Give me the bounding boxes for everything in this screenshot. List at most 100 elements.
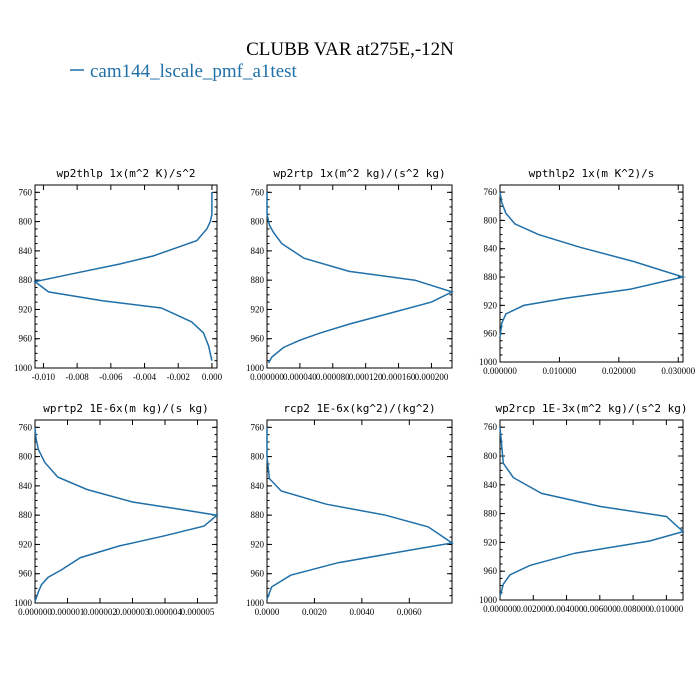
figure-title: CLUBB VAR at275E,-12N [246, 39, 454, 60]
y-tick-label: 880 [251, 275, 265, 285]
plot-frame [34, 184, 218, 369]
x-tick-label: 0.0020 [302, 607, 327, 617]
y-tick-label: 800 [251, 452, 265, 462]
x-tick-label: 0.0060 [397, 607, 422, 617]
x-tick-label: 0.000000 [483, 366, 517, 376]
y-tick-label: 1000 [14, 363, 33, 373]
plot-frame [266, 419, 453, 604]
x-tick-label: 0.000000 [483, 604, 517, 614]
y-tick-label: 840 [251, 246, 265, 256]
x-tick-label: 0.000 [202, 372, 223, 382]
x-tick-label: -0.004 [133, 372, 157, 382]
y-tick-label: 1000 [246, 363, 265, 373]
panel-title: wprtp2 1E-6x(m kg)/(s kg) [43, 402, 209, 415]
y-tick-label: 920 [19, 304, 33, 314]
y-tick-label: 760 [484, 187, 498, 197]
y-tick-label: 840 [19, 481, 33, 491]
x-tick-label: 0.000040 [283, 372, 317, 382]
x-tick-label: 0.020000 [602, 366, 636, 376]
y-tick-label: 1000 [479, 595, 498, 605]
x-tick-label: 0.000000 [18, 607, 52, 617]
y-tick-label: 760 [251, 187, 265, 197]
x-tick-label: 0.004000 [550, 604, 584, 614]
chart-panel-1: wp2thlp 1x(m^2 K)/s^2 760 800 840 880 920 960 1… [14, 167, 223, 382]
x-tick-label: 0.008000 [616, 604, 650, 614]
y-tick-label: 920 [484, 300, 498, 310]
y-tick-label: 840 [484, 244, 498, 254]
panel-title: wp2rcp 1E-3x(m^2 kg)/(s^2 kg) [495, 402, 687, 415]
panel-title: wp2rtp 1x(m^2 kg)/(s^2 kg) [273, 167, 445, 180]
y-tick-label: 1000 [246, 598, 265, 608]
x-tick-label: 0.000001 [51, 607, 85, 617]
series-line-1 [33, 192, 213, 361]
y-tick-label: 760 [19, 422, 33, 432]
panel-title: wp2thlp 1x(m^2 K)/s^2 [56, 167, 195, 180]
y-tick-label: 880 [19, 275, 33, 285]
y-tick-label: 800 [484, 451, 498, 461]
x-tick-label: 0.000005 [181, 607, 215, 617]
y-tick-label: 920 [251, 304, 265, 314]
y-tick-label: 880 [19, 510, 33, 520]
panel-title: wpthlp2 1x(m K^2)/s [529, 167, 655, 180]
y-tick-label: 960 [19, 334, 33, 344]
chart-panel-3: wpthlp2 1x(m K^2)/s 760 800 840 880 920 960 100… [479, 167, 696, 376]
x-tick-label: 0.000002 [83, 607, 117, 617]
x-tick-label: -0.006 [99, 372, 123, 382]
y-tick-label: 920 [484, 537, 498, 547]
x-tick-label: 0.000080 [316, 372, 350, 382]
y-tick-label: 880 [251, 510, 265, 520]
y-tick-label: 960 [19, 569, 33, 579]
x-tick-label: 0.010000 [543, 366, 577, 376]
y-tick-label: 1000 [14, 598, 33, 608]
chart-panel-6: wp2rcp 1E-3x(m^2 kg)/(s^2 kg) 760 800 840 88… [479, 402, 688, 614]
y-tick-label: 760 [484, 422, 498, 432]
y-tick-label: 960 [484, 329, 498, 339]
panel-title: rcp2 1E-6x(kg^2)/(kg^2) [283, 402, 435, 415]
y-tick-label: 760 [251, 422, 265, 432]
x-tick-label: -0.010 [32, 372, 56, 382]
x-tick-label: 0.010000 [649, 604, 683, 614]
series-line-1 [499, 191, 686, 338]
x-tick-label: 0.000160 [382, 372, 416, 382]
y-tick-label: 800 [19, 217, 33, 227]
x-tick-label: 0.000120 [349, 372, 383, 382]
x-tick-label: 0.002000 [516, 604, 550, 614]
x-tick-label: 0.000200 [415, 372, 449, 382]
y-tick-label: 800 [251, 217, 265, 227]
x-tick-label: 0.0040 [349, 607, 374, 617]
chart-panel-4: wprtp2 1E-6x(m kg)/(s kg) 760 800 840 880 920… [14, 402, 219, 617]
y-tick-label: 840 [19, 246, 33, 256]
plot-frame [266, 184, 453, 369]
y-tick-label: 960 [251, 334, 265, 344]
y-tick-label: 880 [484, 509, 498, 519]
series-line-1 [499, 427, 685, 597]
y-tick-label: 960 [251, 569, 265, 579]
y-tick-label: 800 [19, 452, 33, 462]
chart-panels: wp2thlp 1x(m^2 K)/s^2 760 800 840 880 920 960 1… [14, 167, 696, 617]
y-tick-label: 800 [484, 215, 498, 225]
x-tick-label: 0.000000 [250, 372, 284, 382]
y-tick-label: 840 [484, 480, 498, 490]
series-line-1 [266, 192, 455, 364]
x-tick-label: 0.0000 [255, 607, 280, 617]
chart-panel-5: rcp2 1E-6x(kg^2)/(kg^2) 760 800 840 880 920 96… [246, 402, 454, 617]
y-tick-label: 840 [251, 481, 265, 491]
y-tick-label: 960 [484, 566, 498, 576]
plot-frame [34, 419, 218, 604]
y-tick-label: 760 [19, 187, 33, 197]
x-tick-label: -0.002 [167, 372, 190, 382]
y-tick-label: 1000 [479, 357, 498, 367]
chart-panel-2: wp2rtp 1x(m^2 kg)/(s^2 kg) 760 800 840 880 92… [246, 167, 455, 382]
legend-label: cam144_lscale_pmf_a1test [90, 61, 298, 82]
y-tick-label: 920 [251, 539, 265, 549]
plot-frame [499, 419, 684, 601]
y-tick-label: 880 [484, 272, 498, 282]
y-tick-label: 920 [19, 539, 33, 549]
plot-frame [499, 184, 684, 363]
series-line-1 [266, 427, 454, 600]
x-tick-label: 0.006000 [583, 604, 617, 614]
x-tick-label: -0.008 [66, 372, 90, 382]
series-line-1 [34, 427, 219, 602]
x-tick-label: 0.030000 [661, 366, 695, 376]
